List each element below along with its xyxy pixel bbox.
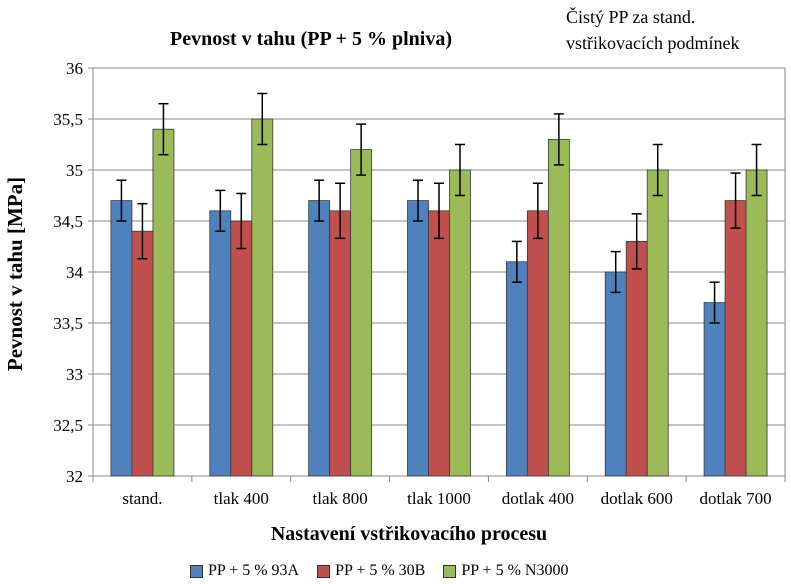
- bar: [428, 210, 450, 477]
- legend-item: PP + 5 % N3000: [443, 562, 568, 580]
- legend-swatch: [190, 564, 203, 578]
- x-axis-title: Nastavení vstřikovacího procesu: [271, 523, 547, 545]
- x-tick-label: stand.: [122, 489, 162, 508]
- legend-item: PP + 5 % 30B: [317, 562, 425, 580]
- legend-label: PP + 5 % N3000: [461, 562, 569, 579]
- bar: [308, 200, 331, 477]
- y-tick-label: 34,5: [53, 212, 83, 231]
- bar: [724, 200, 747, 477]
- bar: [110, 200, 133, 477]
- bar: [449, 169, 471, 477]
- x-tick-label: dotlak 700: [699, 489, 771, 508]
- bar: [407, 200, 429, 477]
- legend-swatch: [443, 564, 457, 578]
- legend-label: PP + 5 % 30B: [335, 562, 426, 579]
- bar: [547, 138, 570, 477]
- y-tick-label: 34: [66, 263, 84, 282]
- x-tick-label: tlak 1000: [407, 489, 471, 508]
- y-tick-label: 32,5: [53, 416, 83, 435]
- chart-annotation: Čistý PP za stand. vstřikovacích podmíne…: [566, 7, 740, 53]
- legend: PP + 5 % 93A PP + 5 % 30B PP + 5 % N3000: [190, 562, 568, 580]
- x-tick-label: tlak 400: [214, 489, 269, 508]
- x-tick-label: dotlak 400: [502, 489, 574, 508]
- bar: [505, 261, 528, 477]
- bar: [251, 118, 274, 477]
- y-tick-label: 33: [66, 365, 83, 384]
- bar: [230, 220, 253, 477]
- y-tick-label: 36: [66, 59, 83, 78]
- bar: [131, 230, 154, 477]
- bar: [350, 149, 373, 477]
- x-tick-label: tlak 800: [313, 489, 368, 508]
- bar: [646, 169, 669, 477]
- y-axis-title: Pevnost v tahu [MPa]: [3, 177, 27, 371]
- bar: [526, 210, 549, 477]
- legend-item: PP + 5 % 93A: [190, 562, 299, 580]
- bar: [745, 169, 768, 477]
- bar: [152, 128, 175, 477]
- y-tick-label: 35: [66, 161, 83, 180]
- chart-title: Pevnost v tahu (PP + 5 % plniva): [170, 28, 452, 50]
- y-tick-label: 32: [66, 467, 83, 486]
- bar: [625, 240, 648, 477]
- legend-label: PP + 5 % 93A: [208, 562, 300, 579]
- bar: [703, 302, 726, 477]
- y-tick-label: 33,5: [53, 314, 83, 333]
- bar: [329, 210, 352, 477]
- bar: [604, 271, 627, 477]
- bar: [209, 210, 232, 477]
- x-tick-label: dotlak 600: [601, 489, 673, 508]
- legend-swatch: [317, 564, 331, 578]
- y-tick-label: 35,5: [53, 110, 83, 129]
